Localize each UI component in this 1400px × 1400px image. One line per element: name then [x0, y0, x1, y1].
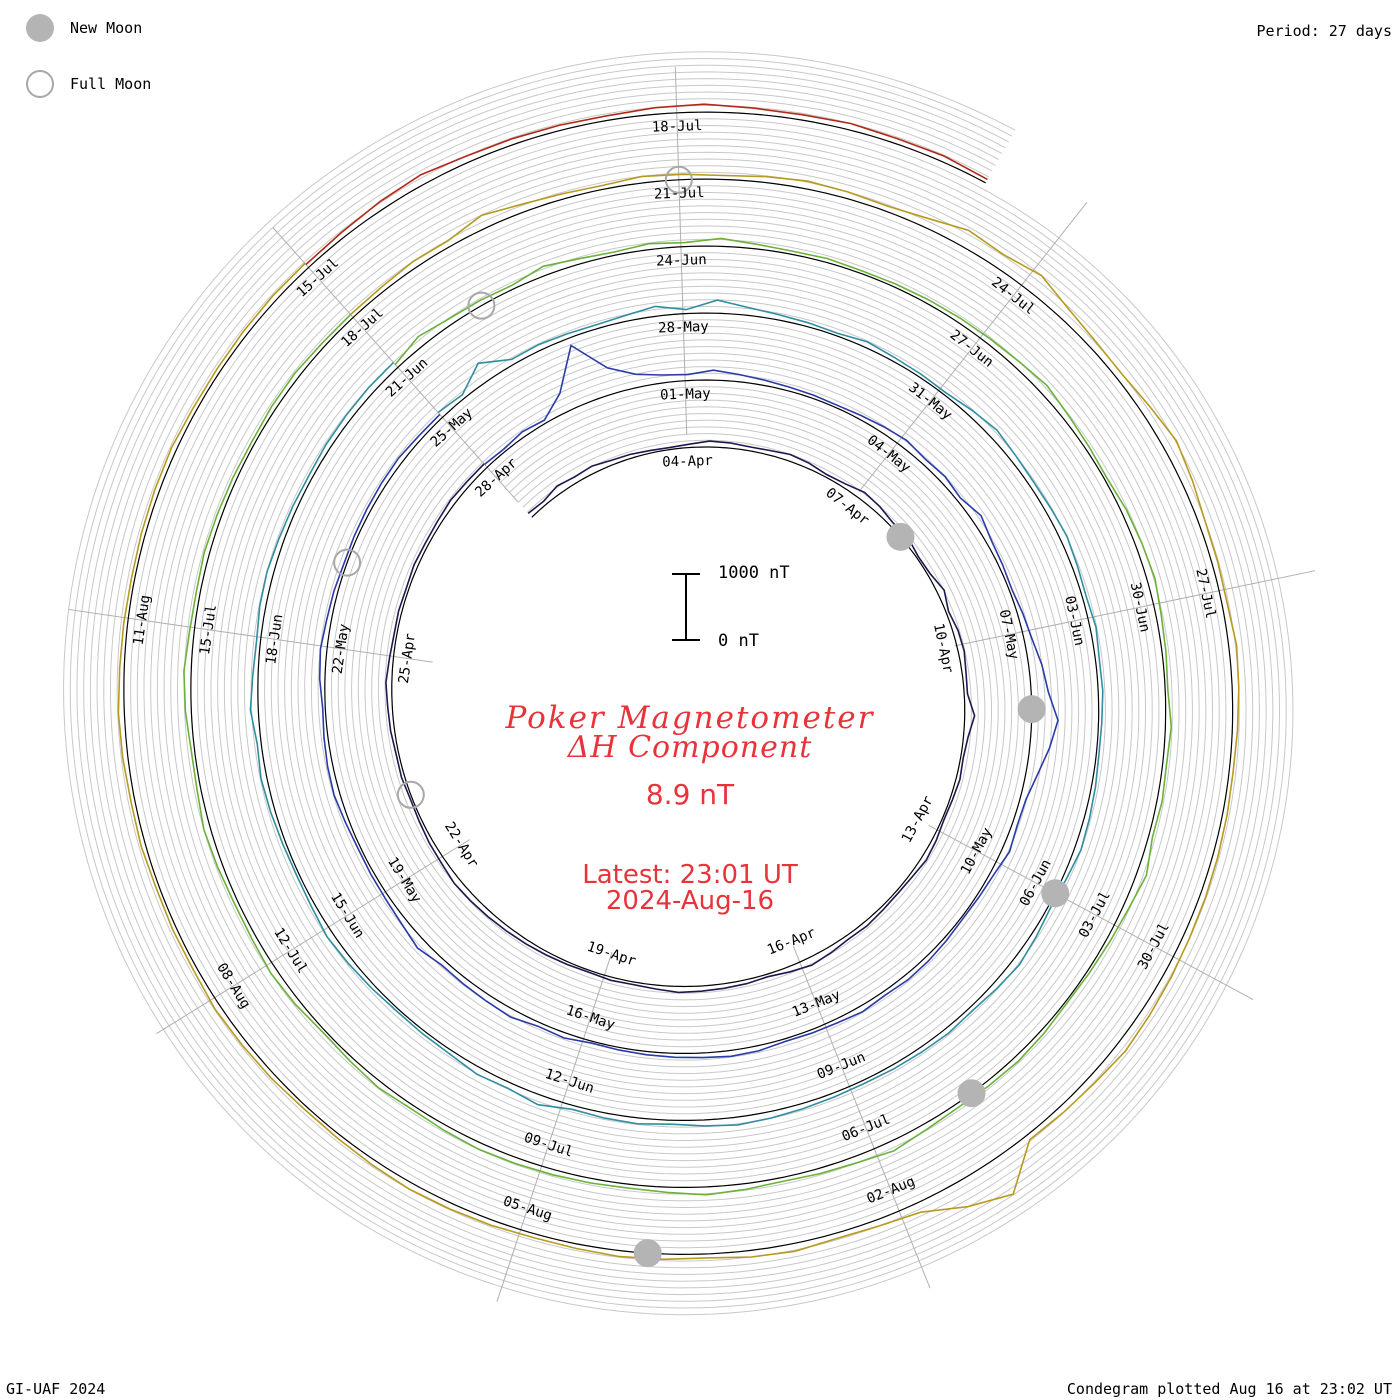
grid-spiral — [89, 78, 1267, 1289]
new-moon-marker — [957, 1079, 986, 1108]
baseline-spiral — [123, 111, 1234, 1256]
new-moon-icon — [26, 14, 54, 42]
date-label: 09-Jul — [522, 1130, 575, 1161]
radial-spoke — [928, 824, 1254, 1000]
date-label: 04-May — [864, 432, 914, 476]
legend-new-moon: New Moon — [26, 14, 142, 42]
date-label: 28-Apr — [472, 455, 520, 501]
baseline-spirals — [123, 111, 1234, 1256]
date-label: 18-Jun — [263, 613, 286, 665]
radial-spoke — [272, 227, 519, 503]
date-label: 18-Jul — [652, 118, 703, 136]
series-line-turn-5 — [117, 173, 1240, 1261]
grid-spiral — [63, 51, 1294, 1316]
spiral-grid — [63, 51, 1294, 1316]
date-label: 01-May — [660, 386, 711, 404]
date-label: 05-Aug — [501, 1193, 554, 1224]
series-line-turn-4 — [183, 237, 1173, 1196]
full-moon-icon — [26, 70, 54, 98]
date-label: 21-Jul — [654, 185, 705, 203]
date-label: 19-Apr — [585, 939, 638, 970]
radial-spoke — [156, 839, 470, 1035]
legend-full-moon-label: Full Moon — [70, 75, 152, 93]
grid-spiral — [69, 58, 1287, 1309]
date-label: 21-Jun — [383, 355, 431, 401]
new-moon-marker — [1017, 695, 1046, 724]
latest-time: Latest: 23:01 UT — [582, 860, 798, 890]
radial-spoke — [792, 945, 931, 1289]
date-label: 25-Apr — [396, 632, 419, 684]
series-line-turn-3 — [249, 299, 1104, 1127]
period-label: Period: 27 days — [1256, 22, 1392, 40]
grid-spiral — [110, 98, 1247, 1269]
date-label: 16-May — [564, 1002, 617, 1033]
date-label: 15-Jul — [197, 604, 220, 656]
date-label: 24-Jun — [656, 252, 707, 270]
chart-subtitle: ΔH Component — [567, 730, 813, 765]
date-label: 07-Apr — [822, 485, 872, 529]
date-label: 13-Apr — [899, 793, 937, 845]
moon-markers — [333, 165, 1070, 1268]
data-series — [117, 103, 1240, 1261]
new-moon-marker — [633, 1239, 662, 1268]
scale-bottom-label: 0 nT — [718, 631, 759, 651]
date-label: 25-May — [428, 405, 476, 451]
grid-spiral — [96, 84, 1260, 1282]
legend-new-moon-label: New Moon — [70, 19, 143, 37]
grid-spiral — [103, 91, 1254, 1276]
date-label: 16-Apr — [765, 925, 818, 959]
date-label: 22-May — [330, 623, 353, 675]
grid-spiral — [116, 104, 1240, 1262]
full-moon-marker — [396, 780, 425, 809]
series-line-turn-1 — [385, 440, 976, 994]
radial-spoke — [674, 66, 688, 436]
plotted-label: Condegram plotted Aug 16 at 23:02 UT — [1066, 1380, 1392, 1398]
current-value: 8.9 nT — [645, 778, 735, 811]
full-moon-marker — [467, 291, 496, 320]
scale-top-label: 1000 nT — [718, 563, 790, 583]
date-label: 11-Aug — [131, 594, 154, 646]
date-label: 24-Jul — [988, 274, 1038, 318]
full-moon-marker — [333, 548, 362, 577]
latest-date: 2024-Aug-16 — [605, 886, 775, 916]
date-label: 31-May — [905, 380, 955, 424]
date-labels: 04-Apr07-Apr10-Apr13-Apr16-Apr19-Apr22-A… — [131, 118, 1219, 1224]
chart-title: Poker Magnetometer — [505, 700, 875, 736]
full-moon-marker — [664, 165, 693, 194]
credit-label: GI-UAF 2024 — [6, 1380, 106, 1398]
date-label: 18-Jul — [338, 305, 386, 351]
radial-spoke — [496, 951, 613, 1302]
series-line-turn-6 — [305, 103, 988, 266]
new-moon-marker — [886, 522, 915, 551]
date-label: 04-Apr — [662, 453, 713, 471]
date-label: 15-Jul — [294, 255, 342, 301]
series-line-turn-2 — [318, 344, 1059, 1059]
scale-bar — [672, 573, 700, 641]
grid-spiral — [83, 71, 1274, 1296]
grid-spiral — [123, 111, 1234, 1255]
legend-full-moon: Full Moon — [26, 70, 151, 98]
date-label: 28-May — [658, 319, 709, 337]
new-moon-marker — [1041, 879, 1070, 908]
radial-spoke — [954, 570, 1316, 647]
date-label: 12-Jun — [543, 1066, 596, 1097]
date-label: 27-Jun — [947, 327, 997, 371]
grid-spiral — [76, 64, 1280, 1302]
